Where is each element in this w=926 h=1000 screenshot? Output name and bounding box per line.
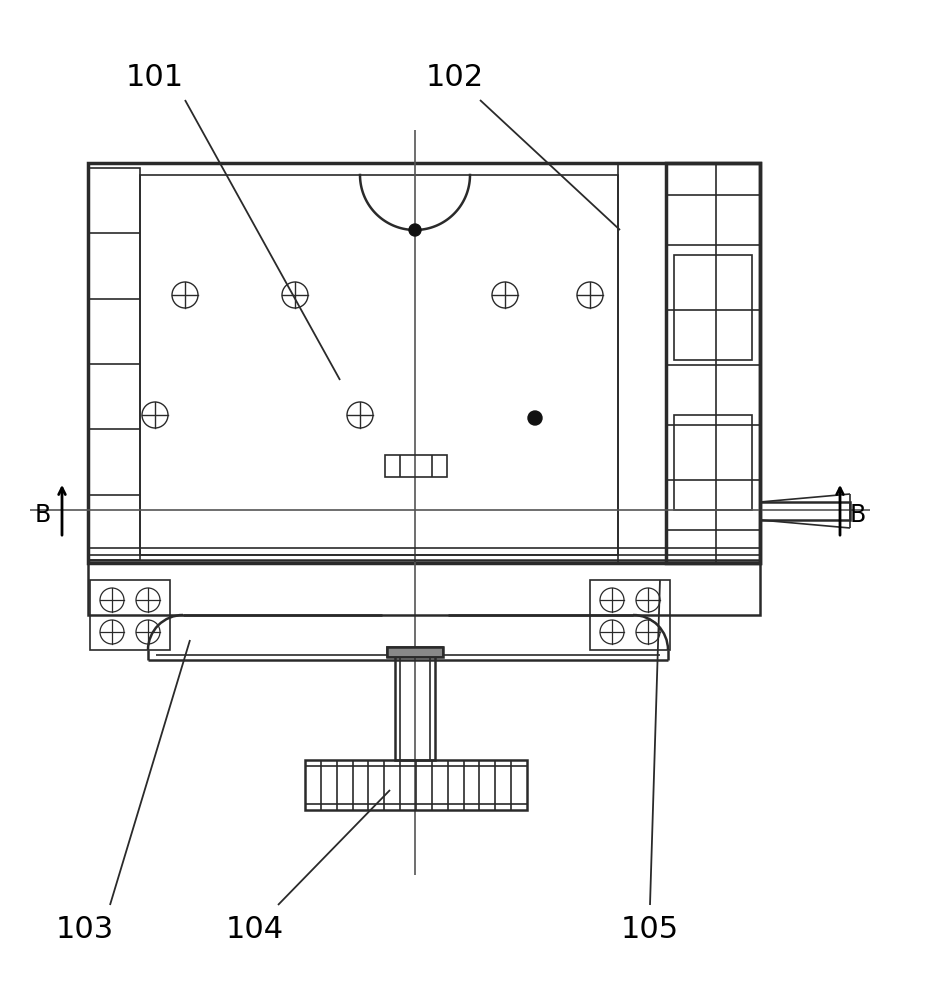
Text: 102: 102 bbox=[426, 64, 484, 93]
Circle shape bbox=[528, 411, 542, 425]
Text: B: B bbox=[850, 503, 866, 527]
Bar bbox=[88, 168, 140, 560]
Bar bbox=[385, 455, 447, 477]
Circle shape bbox=[409, 224, 421, 236]
Text: 104: 104 bbox=[226, 916, 284, 944]
Bar bbox=[618, 163, 666, 563]
Bar bbox=[387, 647, 443, 657]
Text: B: B bbox=[35, 503, 51, 527]
Bar bbox=[666, 163, 760, 563]
Bar bbox=[140, 175, 618, 555]
Bar bbox=[88, 560, 760, 615]
Bar bbox=[305, 760, 527, 810]
Bar bbox=[395, 655, 435, 760]
Bar bbox=[674, 255, 752, 360]
Text: 105: 105 bbox=[621, 916, 679, 944]
Bar bbox=[90, 580, 170, 650]
Bar bbox=[387, 647, 443, 657]
Bar bbox=[88, 163, 760, 563]
Text: 103: 103 bbox=[56, 916, 114, 944]
Bar bbox=[590, 580, 670, 650]
Bar bbox=[760, 502, 850, 520]
Bar bbox=[674, 415, 752, 510]
Text: 101: 101 bbox=[126, 64, 184, 93]
